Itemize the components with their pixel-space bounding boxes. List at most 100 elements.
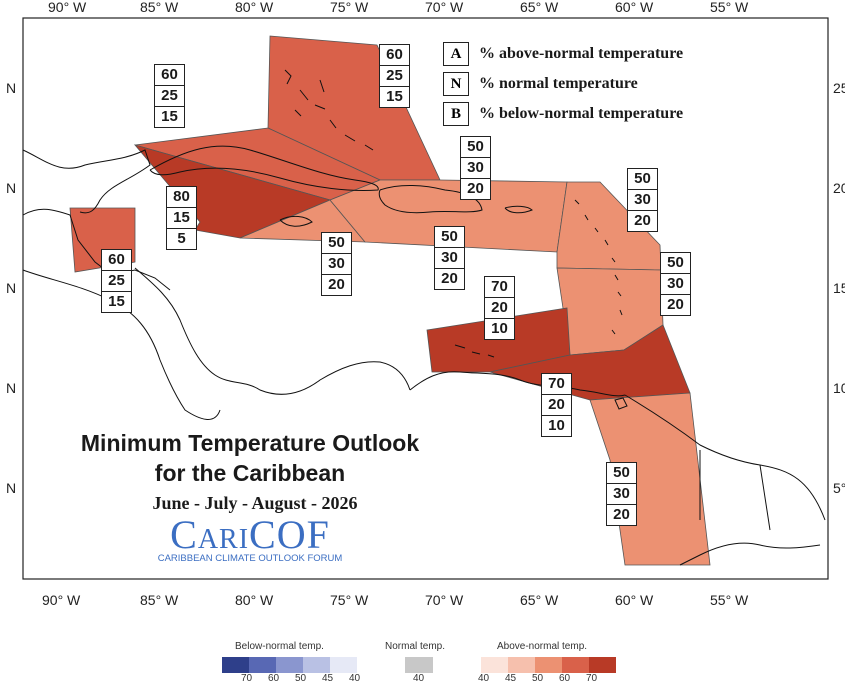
lat-label-left-25: N (6, 80, 16, 96)
swatch-below-40 (330, 657, 357, 673)
swatch-below-45 (303, 657, 330, 673)
below-value: 20 (321, 274, 352, 296)
lon-label-top-75: 75° W (330, 0, 369, 15)
lon-label-bottom-65: 65° W (520, 592, 559, 608)
lat-label-left-5: N (6, 480, 16, 496)
prob-box-bahamas: 60 25 15 (379, 44, 410, 108)
prob-box-jamaica-south: 50 30 20 (321, 232, 352, 296)
normal-value: 30 (627, 189, 658, 211)
normal-value: 25 (101, 270, 132, 292)
normal-value: 30 (460, 157, 491, 179)
colorbar-below-title: Below-normal temp. (235, 641, 324, 652)
swatch-above-60 (562, 657, 589, 673)
lon-label-bottom-80: 80° W (235, 592, 274, 608)
normal-value: 30 (434, 247, 465, 269)
normal-value: 30 (606, 483, 637, 505)
prob-box-belize: 60 25 15 (101, 249, 132, 313)
swatch-below-60 (249, 657, 276, 673)
swatch-above-40 (481, 657, 508, 673)
below-value: 5 (166, 228, 197, 250)
legend-text-below: % below-normal temperature (479, 105, 684, 122)
cb-above-60: 60 (559, 673, 571, 684)
above-value: 50 (660, 252, 691, 274)
above-value: 50 (606, 462, 637, 484)
above-value: 70 (484, 276, 515, 298)
below-value: 10 (484, 318, 515, 340)
legend-row-below: B % below-normal temperature (443, 102, 683, 126)
caricof-logo: CariCOF CARIBBEAN CLIMATE OUTLOOK FORUM (150, 515, 350, 565)
prob-box-windwards: 50 30 20 (660, 252, 691, 316)
lat-label-right-10: 10 (833, 380, 845, 396)
normal-value: 25 (379, 65, 410, 87)
above-value: 50 (321, 232, 352, 254)
lon-label-bottom-85: 85° W (140, 592, 179, 608)
cb-below-60: 60 (268, 673, 280, 684)
below-value: 20 (606, 504, 637, 526)
lon-label-top-65: 65° W (520, 0, 559, 15)
lon-label-top-90: 90° W (48, 0, 87, 15)
map-title-line2: for the Caribbean (154, 460, 346, 486)
cb-above-45: 45 (505, 673, 517, 684)
lon-label-bottom-75: 75° W (330, 592, 369, 608)
legend-text-normal: % normal temperature (479, 75, 638, 92)
cb-below-50: 50 (295, 673, 307, 684)
below-value: 15 (154, 106, 185, 128)
normal-value: 30 (321, 253, 352, 275)
lon-label-bottom-90: 90° W (42, 592, 81, 608)
cb-above-70: 70 (586, 673, 598, 684)
normal-value: 20 (541, 394, 572, 416)
cb-below-70: 70 (241, 673, 253, 684)
normal-value: 25 (154, 85, 185, 107)
below-value: 20 (460, 178, 491, 200)
colorbar-normal-title: Normal temp. (385, 641, 446, 652)
cb-below-40: 40 (349, 673, 361, 684)
cb-normal-40: 40 (413, 673, 425, 684)
lat-label-left-10: N (6, 380, 16, 396)
latitude-labels-left: N N N N N (6, 80, 16, 496)
above-value: 70 (541, 373, 572, 395)
prob-box-hispaniola-north: 50 30 20 (460, 136, 491, 200)
latitude-labels-right: 25 20 15 10 5° (833, 80, 845, 496)
above-value: 60 (101, 249, 132, 271)
below-value: 20 (434, 268, 465, 290)
lat-label-right-20: 20 (833, 180, 845, 196)
legend-letter-n: N (443, 72, 469, 96)
prob-box-cuba-jamaica: 80 15 5 (166, 186, 197, 250)
lat-label-left-20: N (6, 180, 16, 196)
normal-value: 20 (484, 297, 515, 319)
prob-box-cuba-north: 60 25 15 (154, 64, 185, 128)
legend-row-normal: N % normal temperature (443, 72, 638, 96)
above-value: 60 (379, 44, 410, 66)
below-value: 15 (379, 86, 410, 108)
cb-below-45: 45 (322, 673, 334, 684)
legend-letter-b: B (443, 102, 469, 126)
lat-label-right-5: 5° (833, 480, 845, 496)
lat-label-right-25: 25 (833, 80, 845, 96)
colorbar-above-title: Above-normal temp. (497, 641, 588, 652)
map-title-line1: Minimum Temperature Outlook (80, 430, 420, 456)
lon-label-top-70: 70° W (425, 0, 464, 15)
lon-label-top-55: 55° W (710, 0, 749, 15)
prob-box-leewards: 50 30 20 (627, 168, 658, 232)
lon-label-top-60: 60° W (615, 0, 654, 15)
lat-label-right-15: 15 (833, 280, 845, 296)
below-value: 15 (101, 291, 132, 313)
prob-box-trinidad: 70 20 10 (541, 373, 572, 437)
prob-box-abc: 70 20 10 (484, 276, 515, 340)
above-value: 50 (627, 168, 658, 190)
longitude-labels-bottom: 90° W 85° W 80° W 75° W 70° W 65° W 60° … (42, 592, 749, 608)
cb-above-50: 50 (532, 673, 544, 684)
swatch-below-50 (276, 657, 303, 673)
swatch-above-70 (589, 657, 616, 673)
lon-label-top-80: 80° W (235, 0, 274, 15)
above-value: 80 (166, 186, 197, 208)
above-value: 60 (154, 64, 185, 86)
longitude-labels-top: 90° W 85° W 80° W 75° W 70° W 65° W 60° … (48, 0, 749, 15)
swatch-above-50 (535, 657, 562, 673)
swatch-normal-40 (405, 657, 433, 673)
legend-row-above: A % above-normal temperature (443, 42, 683, 66)
above-value: 50 (434, 226, 465, 248)
below-value: 20 (660, 294, 691, 316)
normal-value: 30 (660, 273, 691, 295)
